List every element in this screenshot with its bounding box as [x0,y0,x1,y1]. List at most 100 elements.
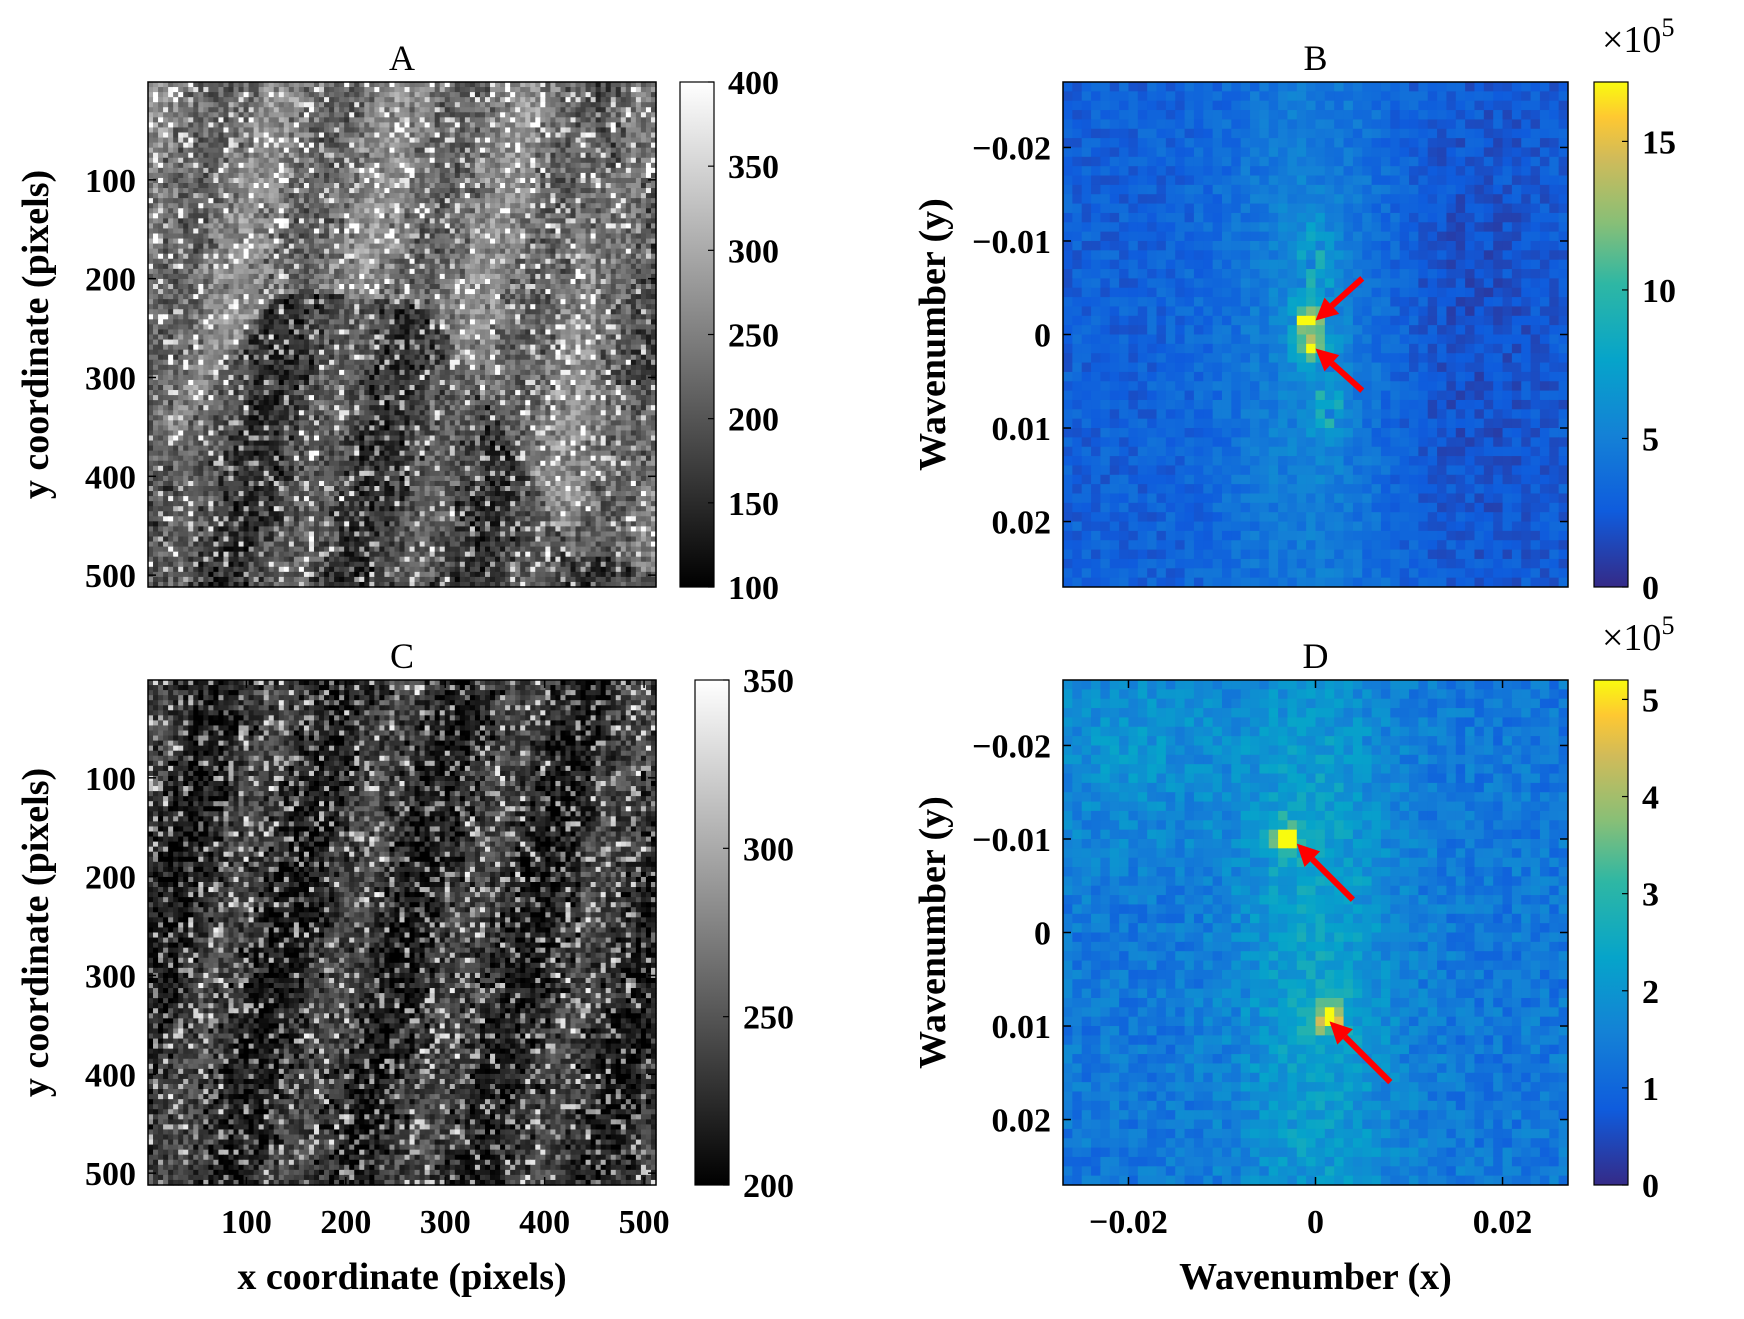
image-cell [425,183,431,189]
image-cell [389,82,395,88]
image-cell [550,133,556,139]
image-cell [394,117,400,123]
image-cell [309,148,315,154]
image-cell [274,87,280,93]
image-cell [485,82,491,88]
image-cell [374,228,380,234]
image-cell [646,153,652,159]
image-cell [334,178,340,184]
image-cell [500,213,506,219]
image-cell [410,122,416,128]
image-cell [480,289,486,295]
image-cell [279,97,285,103]
image-cell [244,122,250,128]
image-cell [359,289,365,295]
image-cell [425,82,431,88]
image-cell [581,122,587,128]
image-cell [294,153,300,159]
image-cell [621,223,627,229]
image-cell [576,284,582,290]
image-cell [369,284,375,290]
image-cell [178,269,184,275]
image-cell [349,279,355,285]
image-cell [510,112,516,118]
image-cell [510,284,516,290]
image-cell [218,259,224,265]
image-cell [364,102,370,108]
image-cell [389,148,395,154]
image-cell [349,188,355,194]
image-cell [606,127,612,133]
image-cell [596,117,602,123]
image-cell [611,107,617,113]
image-cell [520,294,526,300]
image-cell [445,127,451,133]
image-cell [223,138,229,144]
image-cell [475,203,481,209]
image-cell [244,112,250,118]
image-cell [319,208,325,214]
image-cell [455,228,461,234]
image-cell [571,122,577,128]
image-cell [399,279,405,285]
image-cell [490,244,496,250]
image-cell [319,259,325,265]
image-cell [314,208,320,214]
image-cell [168,249,174,255]
image-cell [435,158,441,164]
image-cell [228,107,234,113]
image-cell [173,264,179,270]
image-cell [475,143,481,149]
image-cell [485,254,491,260]
image-cell [374,259,380,265]
image-cell [631,143,637,149]
image-cell [148,284,154,290]
image-cell [153,289,159,295]
image-cell [228,259,234,265]
image-cell [228,133,234,139]
image-cell [364,213,370,219]
image-cell [450,107,456,113]
image-cell [389,274,395,280]
image-cell [183,259,189,265]
image-cell [359,183,365,189]
image-cell [550,279,556,285]
image-cell [505,87,511,93]
image-cell [324,203,330,209]
image-cell [601,107,607,113]
image-cell [415,244,421,250]
image-cell [319,198,325,204]
image-cell [234,239,240,245]
image-cell [495,193,501,199]
image-cell [203,223,209,229]
image-cell [425,143,431,149]
image-cell [254,82,260,88]
image-cell [500,163,506,169]
image-cell [495,198,501,204]
image-cell [319,153,325,159]
image-cell [379,269,385,275]
image-cell [294,203,300,209]
image-cell [163,188,169,194]
image-cell [153,138,159,144]
image-cell [178,279,184,285]
image-cell [425,223,431,229]
image-cell [641,107,647,113]
image-cell [420,133,426,139]
image-cell [555,168,561,174]
image-cell [294,299,300,305]
image-cell [525,234,531,240]
image-cell [344,203,350,209]
image-cell [374,178,380,184]
image-cell [425,234,431,240]
image-cell [545,153,551,159]
image-cell [601,294,607,300]
image-cell [244,299,250,305]
image-cell [641,279,647,285]
image-cell [576,138,582,144]
image-cell [384,122,390,128]
image-cell [173,117,179,123]
image-cell [631,218,637,224]
image-cell [213,218,219,224]
image-cell [425,148,431,154]
